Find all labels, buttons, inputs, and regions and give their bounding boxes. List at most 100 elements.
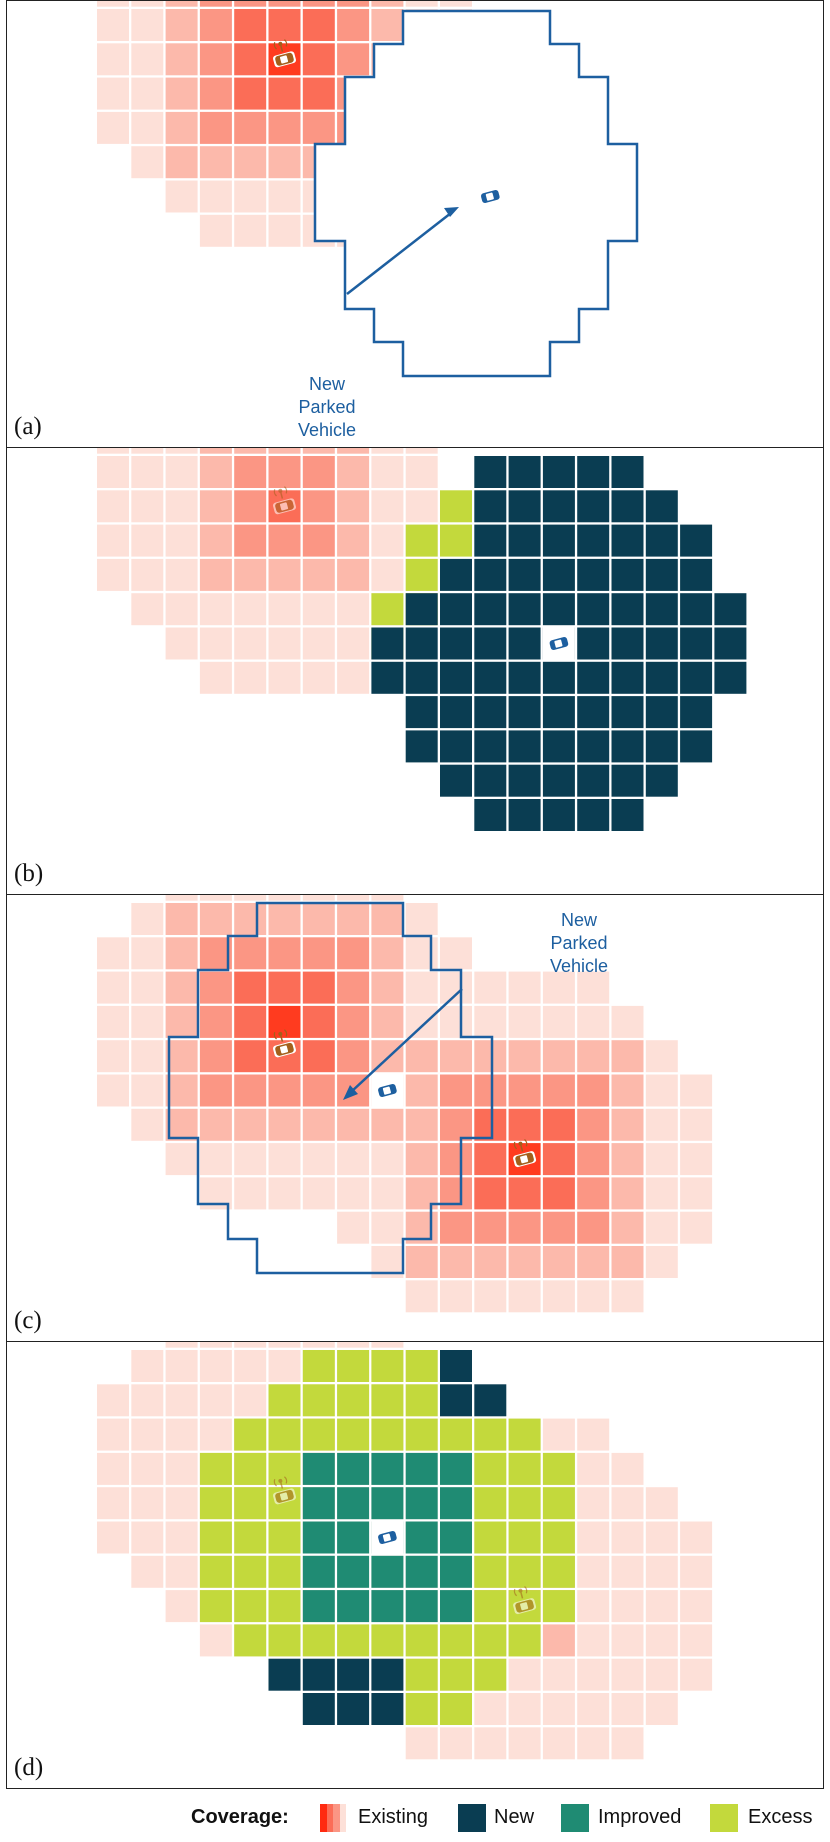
panel-label: (a) [14, 413, 42, 440]
coverage-cell-existing [165, 558, 198, 591]
coverage-cell-existing [577, 1074, 610, 1107]
legend-label-existing: Existing [358, 1806, 429, 1828]
coverage-cell-existing [440, 1280, 472, 1313]
coverage-cell-existing [542, 1727, 575, 1760]
coverage-cell-improved [371, 1452, 404, 1485]
coverage-cell-existing [268, 9, 301, 41]
coverage-cell-existing [165, 9, 198, 41]
coverage-cell-existing [542, 1280, 575, 1313]
coverage-cell-existing [97, 1005, 129, 1038]
coverage-cell-excess [405, 558, 438, 591]
coverage-cell-existing [131, 593, 164, 626]
panel-label: (d) [14, 1754, 44, 1781]
coverage-cell-existing [371, 971, 404, 1004]
coverage-cell-existing [440, 1, 472, 7]
coverage-cell-existing [131, 9, 164, 41]
coverage-cell-existing [97, 43, 129, 76]
panel-c: New Parked Vehicle (c) [6, 894, 824, 1342]
coverage-cell-excess [371, 1384, 404, 1417]
coverage-cell-existing [577, 1418, 610, 1451]
coverage-cell-new [577, 593, 610, 626]
coverage-cell-new [680, 524, 713, 557]
coverage-cell-new [645, 627, 678, 660]
coverage-cell-existing [577, 1727, 610, 1760]
coverage-cell-excess [508, 1487, 541, 1520]
coverage-cell-existing [611, 1280, 644, 1313]
coverage-cell-excess [405, 1693, 438, 1725]
coverage-cell-existing [337, 593, 370, 626]
coverage-cell-new [611, 558, 644, 591]
coverage-cell-existing [97, 490, 129, 523]
existing-vehicle-icon [272, 1476, 297, 1505]
coverage-cell-existing [577, 1487, 610, 1520]
coverage-cell-existing [371, 558, 404, 591]
coverage-cell-existing [645, 1590, 678, 1623]
coverage-cell-existing [234, 971, 267, 1004]
coverage-cell-existing [131, 111, 164, 144]
coverage-cell-improved [440, 1555, 472, 1588]
coverage-cell-improved [337, 1590, 370, 1623]
coverage-cell-existing [474, 1108, 507, 1141]
coverage-cell-new [474, 524, 507, 557]
coverage-cell-existing [268, 1, 301, 7]
coverage-cell-existing [234, 524, 267, 557]
existing-vehicle-icon [513, 1585, 537, 1615]
coverage-cell-existing [337, 43, 370, 76]
coverage-cell-existing [645, 1108, 678, 1141]
coverage-cell-existing [97, 1, 129, 7]
coverage-cell-new [268, 1658, 301, 1691]
coverage-cell-existing [337, 1, 370, 7]
coverage-cell-existing [302, 77, 335, 110]
coverage-cell-improved [440, 1590, 472, 1623]
coverage-cell-existing [234, 43, 267, 76]
coverage-cell-existing [371, 448, 404, 454]
coverage-cell-excess [268, 1555, 301, 1588]
coverage-cell-existing [234, 627, 267, 660]
coverage-cell-existing [97, 77, 129, 110]
coverage-cell-new [440, 764, 472, 797]
coverage-cell-existing [199, 895, 232, 901]
coverage-cell-existing [165, 1143, 198, 1176]
coverage-cell-existing [302, 456, 335, 488]
coverage-cell-new [474, 456, 507, 488]
coverage-cell-new [440, 696, 472, 729]
coverage-cell-excess [440, 1624, 472, 1657]
coverage-cell-existing [440, 1727, 472, 1760]
coverage-cell-existing [97, 111, 129, 144]
coverage-cell-new [508, 696, 541, 729]
coverage-cell-existing [611, 1177, 644, 1210]
coverage-cell-new [474, 627, 507, 660]
coverage-cell-existing [680, 1590, 713, 1623]
coverage-cell-existing [645, 1211, 678, 1244]
coverage-cell-excess [542, 1521, 575, 1554]
coverage-cell-existing [337, 903, 370, 935]
coverage-cell-existing [611, 1040, 644, 1073]
coverage-cell-new [611, 696, 644, 729]
coverage-cell-new [440, 1384, 472, 1417]
coverage-cell-existing [405, 1280, 438, 1313]
coverage-cell-existing [405, 1, 438, 7]
coverage-cell-existing [199, 1074, 232, 1107]
coverage-cell-existing [234, 180, 267, 213]
coverage-cell-new [508, 456, 541, 488]
coverage-cell-existing [268, 1108, 301, 1141]
coverage-cell-new [508, 661, 541, 694]
coverage-cell-existing [268, 1342, 301, 1348]
coverage-cell-existing [199, 1040, 232, 1073]
coverage-cell-existing [97, 1418, 129, 1451]
coverage-cell-new [542, 524, 575, 557]
coverage-cell-existing [199, 9, 232, 41]
coverage-cell-new [680, 593, 713, 626]
coverage-cell-existing [405, 903, 438, 935]
coverage-cell-existing [645, 1143, 678, 1176]
callout-line-1: New [560, 910, 597, 930]
coverage-cell-new [611, 730, 644, 763]
coverage-cell-existing [577, 1108, 610, 1141]
coverage-cell-existing [405, 448, 438, 454]
coverage-cell-existing [371, 1, 404, 7]
callout-line-3: Vehicle [297, 420, 357, 440]
coverage-cell-existing [542, 1211, 575, 1244]
coverage-cell-new [611, 593, 644, 626]
legend: Coverage: Existing New Improved Excess [0, 1794, 830, 1842]
coverage-cell-existing [165, 111, 198, 144]
